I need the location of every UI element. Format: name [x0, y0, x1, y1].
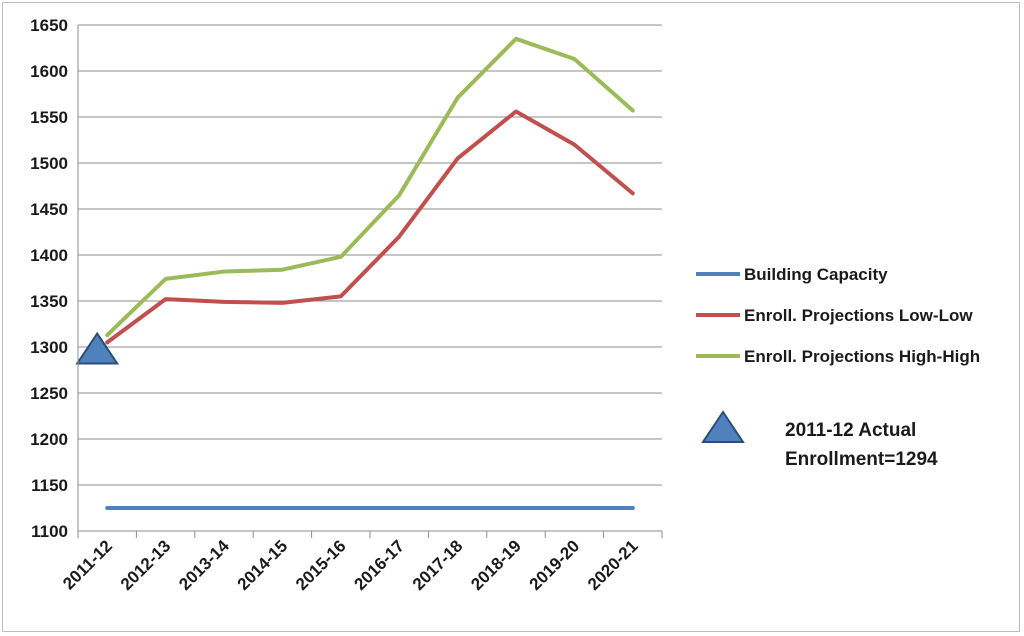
- x-tick-label: 2015-16: [292, 536, 350, 594]
- x-tick-label: 2020-21: [584, 536, 642, 594]
- legend: Building Capacity Enroll. Projections Low…: [696, 265, 980, 470]
- y-tick-label: 1150: [31, 476, 68, 495]
- y-tick-label: 1300: [30, 338, 68, 357]
- series-line-2: [105, 109, 635, 345]
- annotation-text-line: 2011-12 Actual: [785, 420, 916, 441]
- y-tick-label: 1250: [30, 384, 68, 403]
- x-axis: 2011-12 2012-13 2013-14 2014-15 2015-16 2016-…: [59, 531, 663, 594]
- x-tick-label: 2018-19: [467, 536, 525, 594]
- y-tick-label: 1200: [30, 430, 68, 449]
- y-tick-label: 1550: [30, 108, 68, 127]
- y-tick-label: 1450: [30, 200, 68, 219]
- series-line-3: [105, 36, 635, 338]
- y-tick-label: 1350: [30, 292, 68, 311]
- x-tick-label: 2019-20: [526, 536, 584, 594]
- y-axis: 1100 1150 1200 1250 1300 1350 1400 1450 1500 1550…: [30, 16, 79, 541]
- annotation-markers: [75, 331, 120, 365]
- legend-triangle-marker: [701, 410, 745, 443]
- x-tick-label: 2017-18: [409, 536, 467, 594]
- x-tick-label: 2014-15: [234, 536, 292, 594]
- y-tick-label: 1100: [31, 522, 68, 541]
- legend-label: Enroll. Projections High-High: [744, 347, 980, 366]
- x-tick-label: 2012-13: [117, 536, 175, 594]
- y-tick-label: 1400: [30, 246, 68, 265]
- annotation-text-line: Enrollment=1294: [785, 449, 938, 470]
- legend-label: Enroll. Projections Low-Low: [744, 306, 973, 325]
- legend-label: Building Capacity: [744, 265, 888, 284]
- series-lines: [100, 36, 635, 510]
- y-tick-label: 1650: [30, 16, 68, 35]
- x-tick-label: 2016-17: [350, 536, 408, 594]
- y-tick-label: 1600: [30, 62, 68, 81]
- y-tick-label: 1500: [30, 154, 68, 173]
- gridlines: [78, 24, 662, 532]
- x-tick-label: 2011-12: [59, 536, 116, 593]
- actual-enrollment-marker: [75, 331, 120, 365]
- x-tick-label: 2013-14: [175, 536, 233, 594]
